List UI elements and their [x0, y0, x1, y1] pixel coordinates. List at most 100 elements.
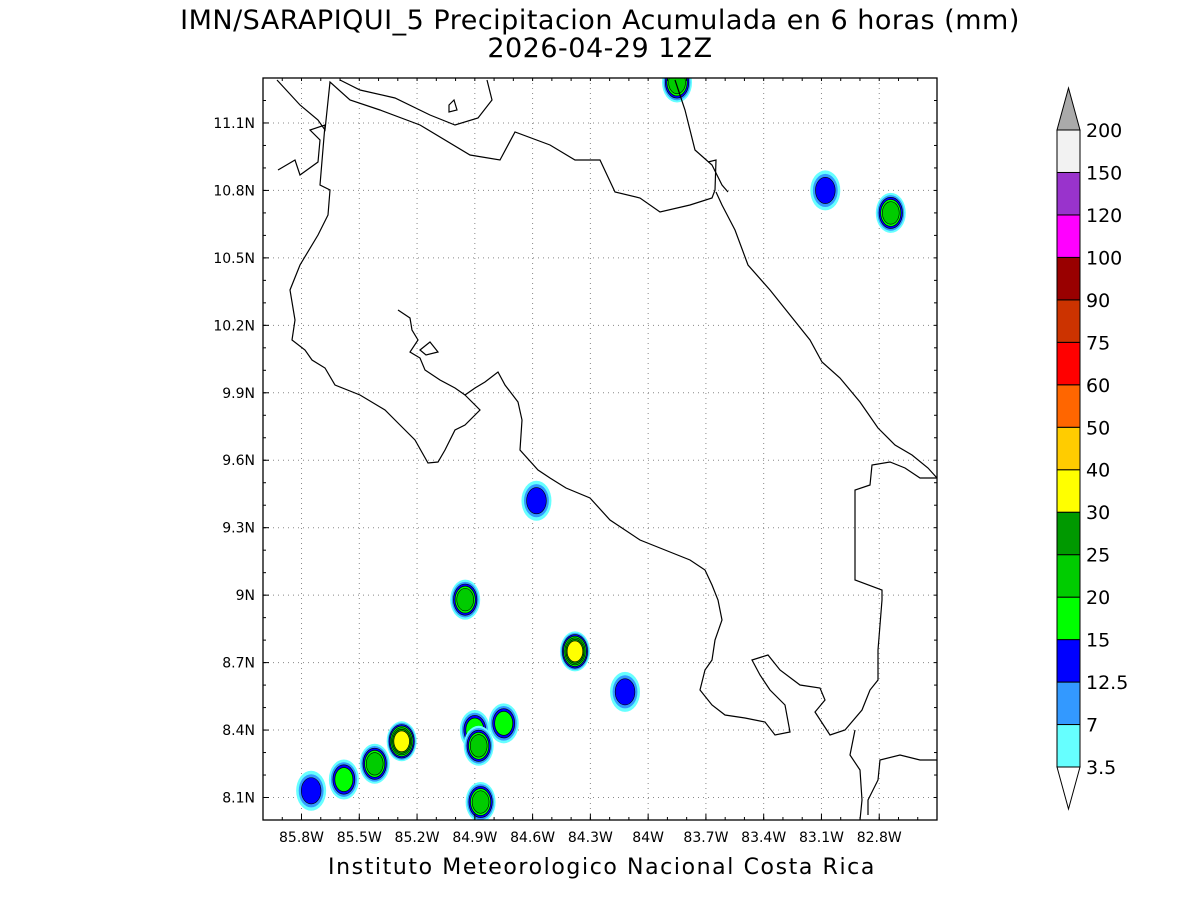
- tick-label-x: 83.4W: [741, 830, 786, 846]
- colorbar-segment: [1056, 554, 1081, 598]
- colorbar-label: 150: [1086, 162, 1122, 184]
- precip-contour: [668, 78, 686, 95]
- x-axis-ticks: 85.8W 85.5W 85.2W 84.9W 84.6W 84.3W 84W 83.7W 83…: [262, 78, 938, 846]
- coast-south-east: [867, 754, 937, 815]
- tick-label-y: 9.3N: [222, 521, 255, 537]
- colorbar-over-arrow: [1056, 86, 1081, 131]
- precip-contour: [300, 777, 322, 805]
- footer-credit: Instituto Meteorologico Nacional Costa R…: [328, 855, 876, 880]
- precip-cell: [488, 703, 519, 744]
- precip-contour: [393, 730, 410, 753]
- tick-label-x: 84W: [632, 830, 664, 846]
- tick-label-x: 84.9W: [452, 830, 497, 846]
- colorbar-segment: [1056, 341, 1081, 386]
- tick-label-x: 84.6W: [510, 830, 555, 846]
- precip-contour: [566, 640, 584, 663]
- precip-cell: [521, 480, 552, 521]
- tick-label-y: 9.9N: [222, 386, 255, 402]
- precip-contour: [365, 752, 384, 776]
- coast-caribbean: [715, 191, 937, 479]
- coast-northeast: [674, 79, 729, 193]
- precip-cell: [465, 782, 496, 820]
- precip-contour: [494, 711, 514, 736]
- colorbar-label: 30: [1086, 502, 1110, 524]
- colorbar-label: 200: [1086, 120, 1122, 142]
- tick-label-x: 83.7W: [683, 830, 728, 846]
- coast-lake-north: [339, 79, 493, 126]
- precip-contour: [471, 790, 490, 814]
- chart-title: IMN/SARAPIQUI_5 Precipitacion Acumulada …: [180, 5, 1020, 36]
- plot-frame: [262, 77, 938, 821]
- colorbar-label: 60: [1086, 375, 1110, 397]
- tick-label-x: 85.8W: [279, 830, 324, 846]
- colorbar-label: 40: [1086, 460, 1110, 482]
- precipitation-field: [296, 78, 906, 820]
- colorbar-label: 12.5: [1086, 672, 1128, 694]
- precip-cell: [810, 170, 841, 211]
- precip-contour: [882, 201, 900, 225]
- precip-cell: [450, 579, 481, 620]
- colorbar-segment: [1056, 256, 1081, 301]
- colorbar-label: 7: [1086, 715, 1098, 737]
- colorbar-segment: [1056, 171, 1081, 216]
- tick-label-y: 10.8N: [213, 183, 255, 199]
- precip-cell: [359, 743, 390, 784]
- colorbar-segment: [1056, 469, 1081, 513]
- precip-contour: [469, 734, 488, 758]
- colorbar-segment: [1056, 426, 1081, 471]
- colorbar: 3.5 7 12.5 15 20 25 30 40 50 60 75 90 100 120 150 200: [1056, 86, 1128, 811]
- colorbar-label: 25: [1086, 545, 1110, 567]
- tick-label-y: 10.2N: [213, 318, 255, 334]
- precip-contour: [334, 767, 354, 792]
- precip-contour: [815, 176, 836, 204]
- chart-subtitle: 2026-04-29 12Z: [487, 33, 713, 64]
- coast-south: [849, 729, 863, 820]
- precip-cell: [296, 770, 327, 811]
- colorbar-label: 90: [1086, 290, 1110, 312]
- precip-contour: [526, 487, 547, 515]
- island-small: [448, 98, 458, 113]
- colorbar-segment: [1056, 724, 1081, 768]
- colorbar-segment: [1056, 639, 1081, 683]
- tick-label-y: 8.4N: [222, 723, 255, 739]
- tick-label-x: 84.3W: [568, 830, 613, 846]
- tick-label-y: 8.7N: [222, 656, 255, 672]
- precip-cell: [875, 192, 906, 233]
- tick-label-y: 9.6N: [222, 453, 255, 469]
- colorbar-label: 100: [1086, 247, 1122, 269]
- colorbar-segment: [1056, 384, 1081, 428]
- colorbar-segment: [1056, 681, 1081, 726]
- island-chira: [419, 341, 440, 356]
- precip-cell: [559, 631, 590, 672]
- colorbar-label: 3.5: [1086, 757, 1116, 779]
- colorbar-segment: [1056, 299, 1081, 343]
- colorbar-under-arrow: [1056, 766, 1081, 811]
- coast-nicoya: [397, 309, 466, 396]
- gridlines: [263, 78, 937, 820]
- precip-cell: [386, 721, 417, 762]
- colorbar-segment: [1056, 511, 1081, 556]
- tick-label-x: 83.1W: [799, 830, 844, 846]
- colorbar-label: 75: [1086, 332, 1110, 354]
- colorbar-label: 15: [1086, 630, 1110, 652]
- colorbar-segment: [1056, 596, 1081, 641]
- tick-label-x: 82.8W: [857, 830, 902, 846]
- precip-contour: [614, 678, 636, 706]
- colorbar-segment: [1056, 214, 1081, 258]
- colorbar-label: 120: [1086, 205, 1122, 227]
- tick-label-y: 8.1N: [222, 791, 255, 807]
- precip-cell: [610, 671, 641, 712]
- precip-cell: [463, 725, 494, 766]
- tick-label-y: 10.5N: [213, 251, 255, 267]
- tick-label-y: 11.1N: [213, 116, 255, 132]
- coast-north: [276, 79, 717, 213]
- tick-label-x: 85.5W: [337, 830, 382, 846]
- tick-label-x: 85.2W: [395, 830, 440, 846]
- y-axis-ticks: 8.1N 8.4N 8.7N 9N 9.3N 9.6N 9.9N 10.2N 10.5N 10.8…: [213, 77, 937, 821]
- coast-pacific-north: [277, 124, 937, 736]
- colorbar-label: 50: [1086, 417, 1110, 439]
- coastline: [276, 79, 937, 820]
- precip-contour: [456, 588, 474, 612]
- tick-label-y: 9N: [236, 588, 255, 604]
